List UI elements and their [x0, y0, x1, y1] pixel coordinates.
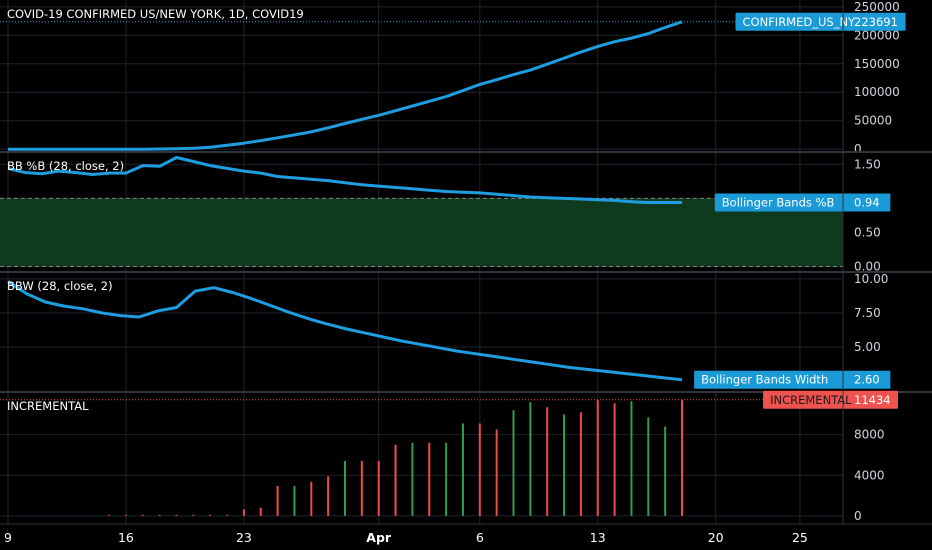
badge-value: 0.94	[854, 195, 880, 209]
x-tick-label: 25	[792, 530, 808, 545]
x-tick-label: 13	[590, 530, 606, 545]
x-tick-label: 6	[476, 530, 484, 545]
y-tick-label: 150000	[854, 57, 900, 71]
incremental-bar	[394, 444, 397, 516]
last-value-badge-0	[735, 12, 906, 31]
y-tick-label: 7.50	[854, 306, 881, 320]
incremental-bar	[681, 399, 683, 516]
incremental-bar	[293, 485, 296, 516]
incremental-bar	[546, 407, 549, 516]
last-value-badge-1	[714, 193, 891, 212]
y-tick-label: 250000	[854, 0, 900, 14]
badge-value: 2.60	[854, 373, 880, 387]
incremental-bar	[259, 507, 262, 516]
incremental-bar	[192, 514, 195, 516]
x-tick-label: 9	[4, 530, 12, 545]
last-value-badge-2	[694, 370, 891, 389]
y-tick-label: 0	[854, 142, 862, 156]
pane-title-2: BBW (28, close, 2)	[7, 279, 113, 293]
incremental-bar	[596, 400, 599, 516]
incremental-bar	[445, 442, 448, 516]
y-tick-label: 0.00	[854, 260, 881, 274]
y-tick-label: 5.00	[854, 340, 881, 354]
y-tick-label: 4000	[854, 468, 885, 482]
badge-label: Bollinger Bands Width	[701, 373, 828, 387]
series-line-1	[7, 156, 682, 204]
incremental-bar	[428, 442, 431, 516]
bb-band-fill	[0, 198, 843, 267]
incremental-bar	[175, 514, 178, 516]
incremental-bar	[563, 414, 566, 516]
incremental-bar	[242, 509, 245, 516]
incremental-bar	[529, 402, 532, 516]
incremental-bar	[360, 461, 363, 516]
incremental-bar	[613, 403, 616, 516]
incremental-bar	[630, 401, 633, 516]
x-tick-label: 23	[236, 530, 252, 545]
incremental-bar	[310, 481, 313, 516]
incremental-bar	[512, 410, 515, 516]
y-tick-label: 200000	[854, 28, 900, 42]
incremental-bar	[344, 461, 346, 516]
pane-title-0: COVID-19 CONFIRMED US/NEW YORK, 1D, COVI…	[7, 7, 304, 21]
y-tick-label: 8000	[854, 428, 885, 442]
y-tick-label: 50000	[854, 114, 892, 128]
badge-value: 223691	[854, 15, 898, 29]
badge-value: 11434	[854, 393, 891, 407]
incremental-bar	[141, 514, 144, 516]
y-tick-label: 0.50	[854, 225, 881, 239]
y-tick-label: 10.00	[854, 272, 888, 286]
x-tick-label: Apr	[366, 530, 392, 545]
incremental-bar	[327, 476, 330, 516]
incremental-bar	[124, 514, 127, 516]
incremental-bar	[411, 442, 414, 516]
y-tick-label: 1.50	[854, 157, 881, 171]
y-tick-label: 100000	[854, 85, 900, 99]
x-tick-label: 16	[118, 530, 134, 545]
incremental-bar	[108, 514, 111, 516]
incremental-bar	[276, 485, 279, 516]
badge-label: INCREMENTAL	[770, 393, 852, 407]
incremental-bar	[209, 514, 212, 516]
badge-label: Bollinger Bands %B	[722, 195, 835, 209]
incremental-bar	[579, 412, 582, 516]
incremental-bar	[226, 514, 229, 516]
incremental-bar	[461, 423, 464, 516]
pane-title-1: BB %B (28, close, 2)	[7, 159, 124, 173]
x-tick-label: 20	[708, 530, 724, 545]
y-tick-label: 0	[854, 509, 862, 523]
series-line-0	[8, 20, 683, 151]
incremental-bar	[478, 423, 481, 516]
incremental-bar	[495, 429, 498, 516]
incremental-bar	[664, 426, 667, 516]
badge-label: CONFIRMED_US_NY	[743, 15, 857, 29]
last-value-badge-3	[763, 390, 898, 409]
incremental-bar	[158, 514, 161, 516]
incremental-bar	[377, 461, 380, 516]
incremental-bar	[647, 417, 650, 516]
pane-title-3: INCREMENTAL	[7, 399, 89, 413]
